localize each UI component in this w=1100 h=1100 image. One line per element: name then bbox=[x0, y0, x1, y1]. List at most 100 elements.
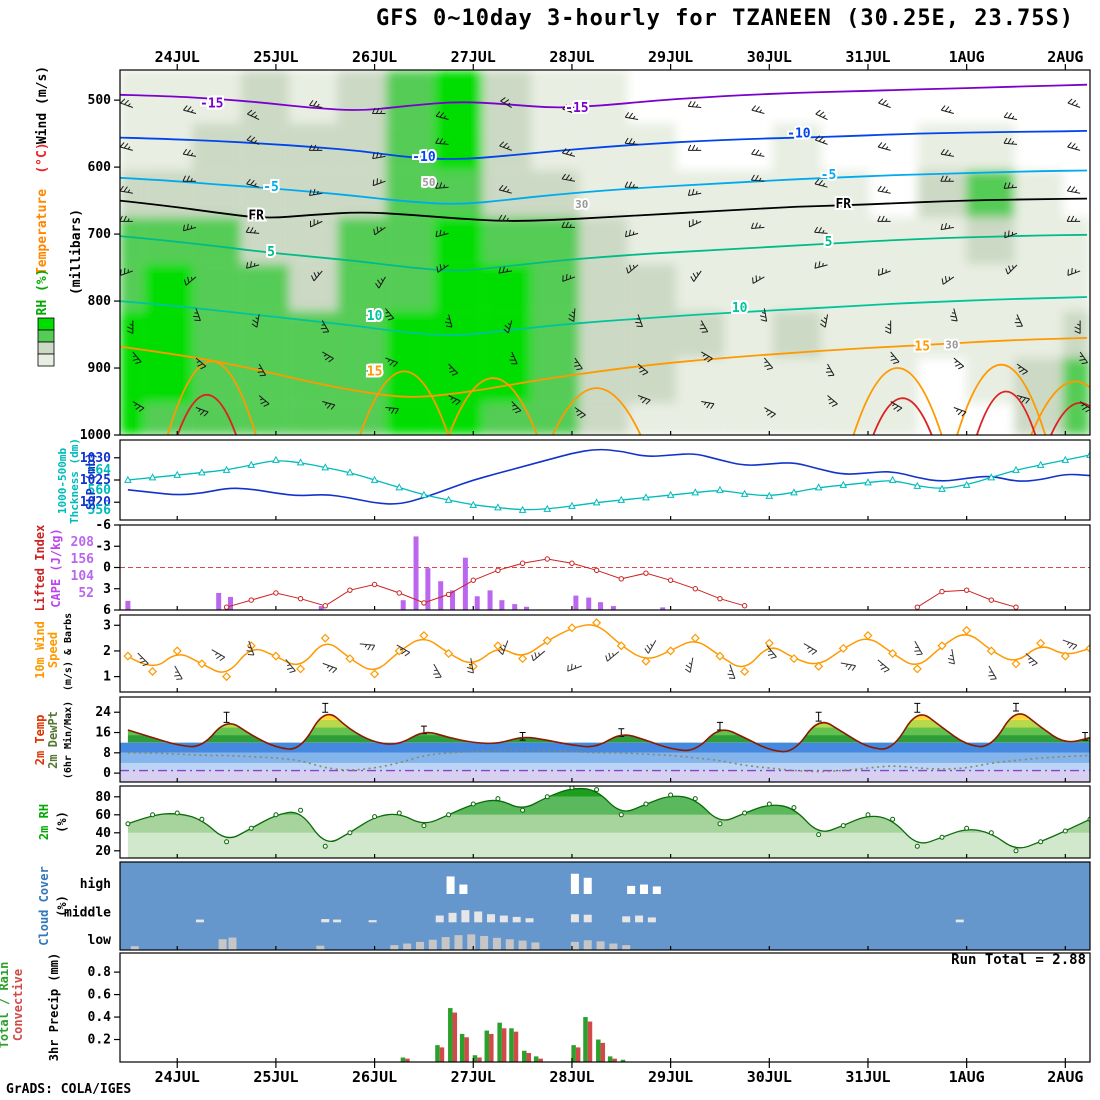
ylabel-dewpt2m: 2m DewPt bbox=[46, 711, 60, 769]
svg-text:15: 15 bbox=[914, 340, 930, 355]
svg-text:556: 556 bbox=[88, 503, 112, 518]
svg-text:156: 156 bbox=[71, 552, 95, 567]
svg-text:10: 10 bbox=[367, 309, 383, 324]
svg-text:24JUL: 24JUL bbox=[155, 48, 200, 66]
svg-text:208: 208 bbox=[71, 535, 95, 550]
svg-text:0.6: 0.6 bbox=[88, 988, 112, 1003]
run-total-label: Run Total = 2.88 bbox=[951, 952, 1086, 968]
svg-text:29JUL: 29JUL bbox=[648, 48, 693, 66]
svg-text:high: high bbox=[80, 877, 111, 892]
svg-text:10: 10 bbox=[732, 301, 748, 316]
svg-text:25JUL: 25JUL bbox=[253, 48, 298, 66]
svg-text:5: 5 bbox=[267, 245, 275, 260]
svg-text:2AUG: 2AUG bbox=[1047, 48, 1083, 66]
svg-text:1: 1 bbox=[103, 670, 111, 685]
svg-text:-5: -5 bbox=[821, 168, 837, 183]
svg-text:-6: -6 bbox=[95, 518, 111, 533]
svg-text:-15: -15 bbox=[200, 96, 223, 111]
svg-text:3: 3 bbox=[103, 582, 111, 597]
ylabel-cape: CAPE (J/kg) bbox=[49, 528, 63, 607]
svg-text:-3: -3 bbox=[95, 539, 111, 554]
svg-text:20: 20 bbox=[95, 844, 111, 859]
ylabel-temp2m: 2m Temp bbox=[33, 715, 47, 766]
svg-text:27JUL: 27JUL bbox=[451, 48, 496, 66]
svg-text:30: 30 bbox=[945, 339, 958, 352]
svg-text:-10: -10 bbox=[412, 150, 436, 165]
ylabel-thickness-2: Thckness (dm) bbox=[68, 438, 81, 524]
ylabel-wind10m-3: (m/s) & Barbs bbox=[63, 613, 74, 691]
ylabel-millibars: (millibars) bbox=[69, 209, 84, 295]
svg-text:31JUL: 31JUL bbox=[845, 48, 890, 66]
svg-text:26JUL: 26JUL bbox=[352, 48, 397, 66]
svg-text:30: 30 bbox=[575, 198, 588, 211]
svg-text:800: 800 bbox=[88, 294, 112, 309]
svg-text:900: 900 bbox=[88, 361, 112, 376]
svg-text:500: 500 bbox=[88, 93, 112, 108]
ylabel-wind-units: Wind (m/s) bbox=[35, 66, 50, 144]
ylabel-rh2m-units: (%) bbox=[55, 811, 69, 833]
svg-text:30JUL: 30JUL bbox=[747, 48, 792, 66]
svg-text:1AUG: 1AUG bbox=[949, 48, 985, 66]
svg-text:16: 16 bbox=[95, 726, 111, 741]
svg-text:31JUL: 31JUL bbox=[845, 1068, 890, 1086]
svg-text:5: 5 bbox=[825, 235, 833, 250]
ylabel-minmax: (6hr Min/Max) bbox=[62, 701, 74, 779]
ylabel-thickness-1: 1000-500mb bbox=[56, 448, 69, 515]
svg-text:60: 60 bbox=[95, 808, 111, 823]
ylabel-precip-conv: Convective bbox=[11, 969, 25, 1041]
svg-text:1020: 1020 bbox=[80, 495, 111, 510]
svg-text:2: 2 bbox=[103, 644, 111, 659]
svg-text:27JUL: 27JUL bbox=[451, 1068, 496, 1086]
svg-text:600: 600 bbox=[88, 160, 112, 175]
svg-text:560: 560 bbox=[88, 483, 112, 498]
ylabel-rh: RH (%) bbox=[35, 269, 50, 316]
svg-text:28JUL: 28JUL bbox=[549, 1068, 594, 1086]
svg-text:3: 3 bbox=[103, 618, 111, 633]
svg-text:24JUL: 24JUL bbox=[155, 1068, 200, 1086]
svg-text:middle: middle bbox=[64, 905, 111, 920]
svg-text:0.4: 0.4 bbox=[88, 1010, 112, 1025]
svg-text:2AUG: 2AUG bbox=[1047, 1068, 1083, 1086]
svg-text:0: 0 bbox=[103, 766, 111, 781]
svg-text:52: 52 bbox=[78, 586, 94, 601]
svg-text:0.2: 0.2 bbox=[88, 1033, 111, 1048]
ylabel-precip-total: Total / Rain bbox=[0, 962, 11, 1049]
svg-text:low: low bbox=[88, 933, 112, 948]
svg-text:26JUL: 26JUL bbox=[352, 1068, 397, 1086]
ylabel-wind10m-1: 10m Wind bbox=[33, 621, 47, 679]
svg-text:1030: 1030 bbox=[80, 451, 111, 466]
ylabel-temperature-units: (°C) bbox=[35, 142, 50, 173]
svg-text:15: 15 bbox=[367, 364, 383, 379]
ylabel-wind10m-2: Speed bbox=[46, 632, 60, 668]
svg-text:50: 50 bbox=[422, 176, 435, 189]
svg-text:700: 700 bbox=[88, 227, 112, 242]
svg-text:30JUL: 30JUL bbox=[747, 1068, 792, 1086]
svg-text:80: 80 bbox=[95, 790, 111, 805]
svg-text:FR: FR bbox=[835, 197, 851, 212]
credit-label: GrADS: COLA/IGES bbox=[6, 1082, 132, 1097]
svg-text:0.8: 0.8 bbox=[88, 965, 112, 980]
svg-text:104: 104 bbox=[71, 569, 95, 584]
svg-text:29JUL: 29JUL bbox=[648, 1068, 693, 1086]
svg-text:28JUL: 28JUL bbox=[549, 48, 594, 66]
svg-text:-5: -5 bbox=[263, 180, 279, 195]
ylabel-cloud: Cloud Cover bbox=[37, 866, 51, 945]
svg-text:-10: -10 bbox=[787, 127, 811, 142]
ylabel-precip-axis: 3hr Precip (mm) bbox=[47, 953, 61, 1061]
svg-text:564: 564 bbox=[88, 463, 112, 478]
svg-text:25JUL: 25JUL bbox=[253, 1068, 298, 1086]
ylabel-lifted-index: Lifted Index bbox=[33, 525, 47, 612]
ylabel-slp: SLP (mb) bbox=[84, 452, 98, 510]
svg-text:24: 24 bbox=[95, 705, 111, 720]
svg-text:-15: -15 bbox=[565, 101, 588, 116]
svg-text:1000: 1000 bbox=[80, 428, 111, 443]
svg-text:FR: FR bbox=[248, 208, 264, 223]
ylabel-cloud-units: (%) bbox=[55, 895, 69, 917]
svg-text:40: 40 bbox=[95, 826, 111, 841]
svg-text:1AUG: 1AUG bbox=[949, 1068, 985, 1086]
ylabel-rh2m: 2m RH bbox=[37, 804, 51, 840]
ylabel-temperature: Temperature bbox=[35, 189, 50, 275]
chart-plot-layer: -15 -15-10-10-5-5FRFR55101015155030305006… bbox=[37, 48, 1091, 1086]
